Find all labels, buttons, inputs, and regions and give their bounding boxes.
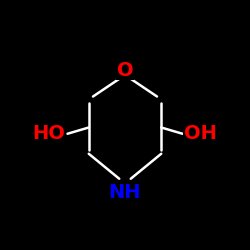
Text: HO: HO	[32, 124, 65, 143]
Text: OH: OH	[184, 124, 216, 143]
Text: O: O	[117, 60, 133, 80]
Text: NH: NH	[109, 183, 141, 202]
